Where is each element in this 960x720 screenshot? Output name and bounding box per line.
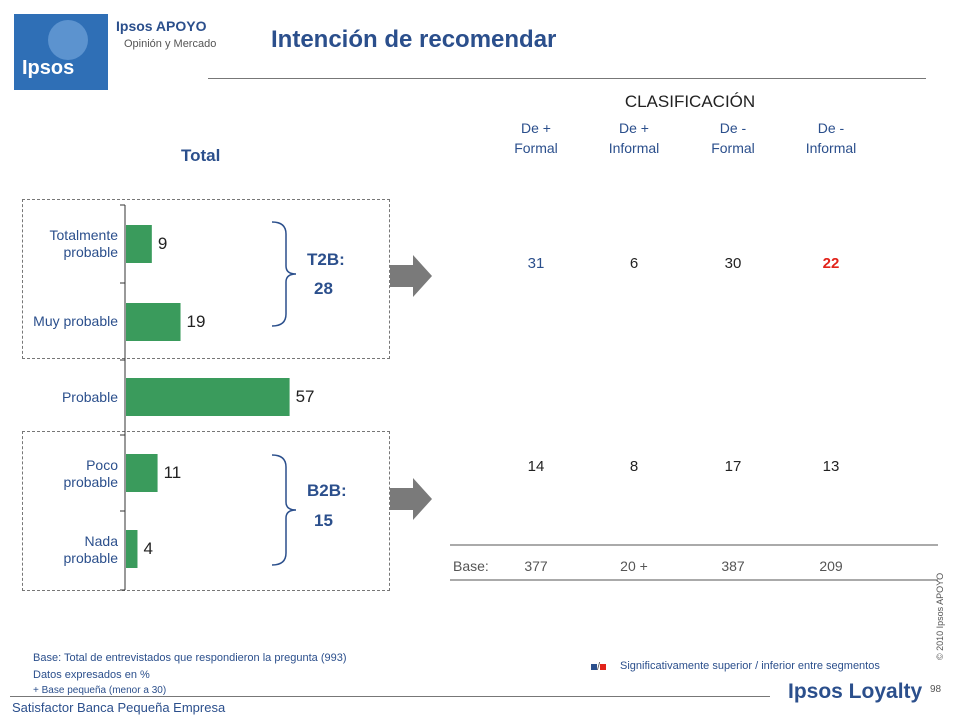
- category-label: Muy probable: [33, 313, 118, 329]
- logo-head-icon: [48, 20, 88, 60]
- t2b-cell: 31: [527, 255, 545, 272]
- b2b-cell: 17: [724, 458, 742, 475]
- b2b-cell: 13: [822, 458, 840, 475]
- t2b-arrow-icon: [390, 255, 432, 297]
- table-heading: CLASIFICACIÓN: [624, 92, 756, 111]
- base-cell: 209: [819, 558, 843, 574]
- bar-value-label: 11: [163, 463, 182, 482]
- data-note: Datos expresados en %: [33, 669, 150, 681]
- bar-value-label: 19: [186, 312, 206, 331]
- legend-separator: /: [597, 661, 601, 673]
- column-header-informal-plus: De + Informal: [608, 120, 660, 156]
- bar-value-label: 4: [143, 539, 153, 558]
- legend-markers: /: [591, 661, 607, 673]
- bar-value-label: 57: [295, 387, 315, 406]
- b2b-value: 15: [314, 511, 333, 530]
- b2b-group-box: [22, 431, 390, 591]
- base-cell: 20 +: [620, 558, 648, 574]
- bar: [126, 303, 181, 341]
- base-cell: 387: [721, 558, 745, 574]
- t2b-bracket: [271, 221, 297, 327]
- brand-subtitle: Opinión y Mercado: [124, 38, 217, 50]
- bar-value-label: 9: [157, 234, 168, 253]
- legend-square-red: [600, 664, 607, 671]
- category-label: Poco probable: [63, 457, 119, 490]
- bar: [126, 530, 138, 568]
- t2b-cell: 6: [629, 255, 639, 272]
- chart-title: Total: [181, 146, 221, 165]
- brand-name: Ipsos APOYO: [116, 18, 207, 34]
- bar: [126, 225, 152, 263]
- study-name: Satisfactor Banca Pequeña Empresa: [12, 700, 226, 715]
- legend-text: Significativamente superior / inferior e…: [620, 660, 880, 672]
- column-header-formal-plus: De + Formal: [514, 120, 558, 156]
- bar: [126, 378, 290, 416]
- page-number: 98: [930, 684, 942, 695]
- category-label: Totalmente probable: [49, 227, 118, 260]
- column-header-formal-minus: De - Formal: [711, 120, 755, 156]
- copyright: © 2010 Ipsos APOYO: [935, 572, 945, 660]
- base-label: Base:: [453, 558, 489, 574]
- column-header-informal-minus: De - Informal: [805, 120, 857, 156]
- t2b-label: T2B:: [307, 250, 345, 269]
- b2b-arrow-icon: [390, 478, 432, 520]
- t2b-group-box: [22, 199, 390, 359]
- small-base-note: + Base pequeña (menor a 30): [33, 685, 167, 696]
- b2b-bracket: [271, 454, 297, 566]
- base-cell: 377: [524, 558, 548, 574]
- footer-divider: [10, 696, 770, 697]
- category-label: Probable: [61, 389, 118, 405]
- ipsos-loyalty-logo: Ipsos Loyalty: [788, 680, 923, 703]
- t2b-cell: 22: [822, 255, 840, 272]
- page-title: Intención de recomendar: [271, 26, 557, 53]
- b2b-cell: 8: [629, 458, 639, 475]
- b2b-cell: 14: [527, 458, 545, 475]
- t2b-value: 28: [314, 279, 333, 298]
- category-label: Nada probable: [63, 533, 119, 566]
- t2b-cell: 30: [724, 255, 742, 272]
- base-note: Base: Total de entrevistados que respond…: [33, 652, 347, 664]
- title-divider: [208, 78, 926, 79]
- logo-text: Ipsos: [22, 57, 75, 79]
- b2b-label: B2B:: [307, 481, 347, 500]
- bar: [126, 454, 158, 492]
- ipsos-logo: Ipsos: [14, 14, 108, 90]
- legend-square-blue: [591, 664, 597, 671]
